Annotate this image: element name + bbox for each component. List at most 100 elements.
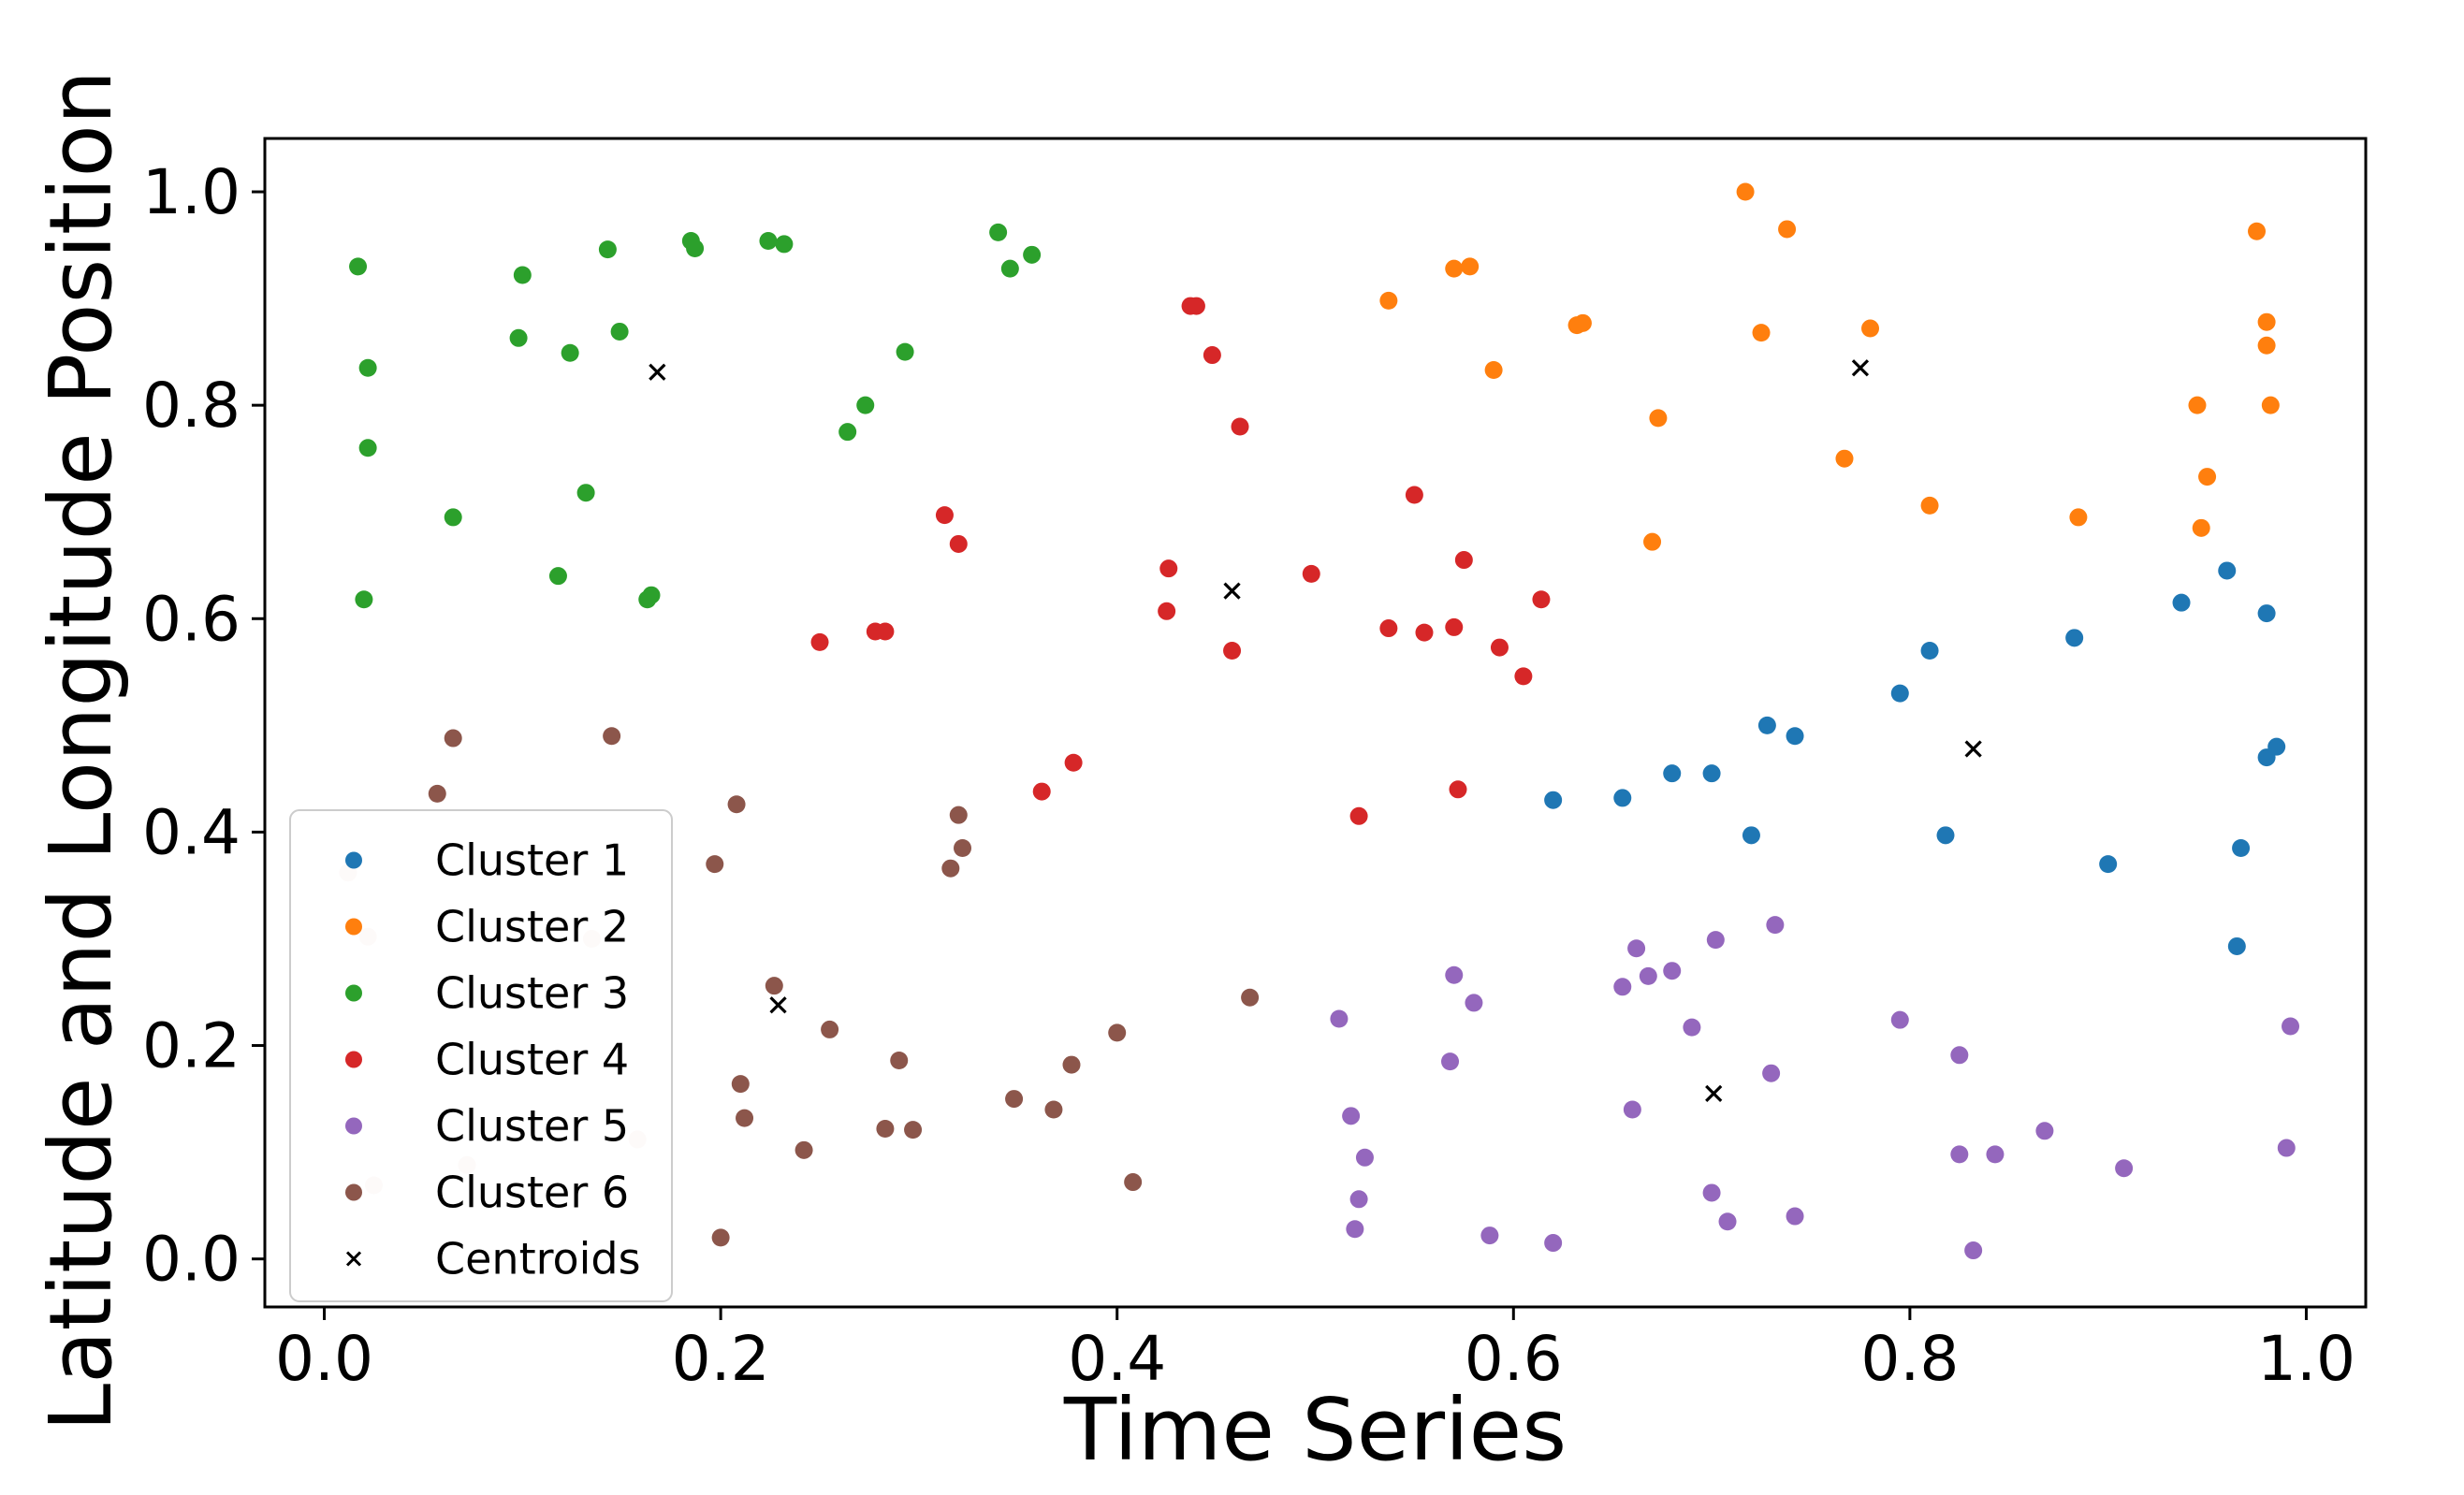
data-point xyxy=(1950,1145,1969,1164)
data-point xyxy=(1920,642,1939,660)
data-point xyxy=(1223,642,1242,660)
data-point xyxy=(1936,826,1955,845)
data-point xyxy=(1766,916,1785,935)
data-point xyxy=(1643,532,1662,551)
data-point xyxy=(1000,259,1019,278)
data-point xyxy=(610,322,629,341)
data-point xyxy=(1159,559,1178,578)
data-point xyxy=(2277,1139,2296,1157)
data-point xyxy=(1950,1046,1969,1065)
data-point xyxy=(904,1121,923,1139)
data-point xyxy=(1663,764,1682,783)
data-point xyxy=(1544,1234,1563,1253)
data-point xyxy=(1890,1010,1909,1029)
x-tick-label: 0.8 xyxy=(1860,1323,1959,1395)
data-point xyxy=(2192,518,2210,537)
data-point xyxy=(2282,1017,2300,1036)
data-point xyxy=(2035,1122,2054,1140)
x-tick-label: 0.0 xyxy=(275,1323,373,1395)
data-point xyxy=(759,232,778,251)
data-point xyxy=(736,1109,754,1127)
data-point xyxy=(1032,782,1051,801)
data-point xyxy=(355,590,373,609)
data-point xyxy=(513,266,532,284)
data-point xyxy=(1683,1018,1701,1037)
series-cluster-1 xyxy=(1544,561,2286,955)
data-point xyxy=(1342,1107,1361,1125)
data-point xyxy=(1158,602,1176,620)
data-point xyxy=(1649,409,1668,428)
data-point xyxy=(1461,257,1480,276)
legend-marker xyxy=(345,1051,362,1068)
x-tick-label: 0.2 xyxy=(672,1323,770,1395)
y-axis-title: Latitude and Longitude Position xyxy=(31,70,131,1431)
data-point xyxy=(706,855,724,874)
legend-marker xyxy=(345,1183,362,1201)
data-point xyxy=(1379,619,1398,638)
legend-marker xyxy=(345,918,362,936)
data-point xyxy=(1752,324,1771,342)
legend-label: Centroids xyxy=(435,1234,641,1285)
centroid-marker xyxy=(1705,1084,1723,1103)
data-point xyxy=(1349,1190,1368,1209)
data-point xyxy=(1532,590,1551,609)
data-point xyxy=(1231,417,1249,436)
data-point xyxy=(876,1120,895,1139)
data-point xyxy=(1108,1023,1127,1042)
data-point xyxy=(1964,1241,1983,1260)
data-point xyxy=(1187,297,1205,315)
data-point xyxy=(2257,604,2276,623)
legend-label: Cluster 1 xyxy=(435,835,629,886)
data-point xyxy=(1702,764,1721,783)
data-point xyxy=(2115,1159,2134,1178)
data-point xyxy=(821,1020,839,1038)
data-point xyxy=(941,859,960,878)
x-tick-label: 0.4 xyxy=(1068,1323,1166,1395)
x-tick-label: 1.0 xyxy=(2257,1323,2355,1395)
data-point xyxy=(1405,486,1423,504)
data-point xyxy=(1044,1100,1063,1119)
centroid-marker xyxy=(649,363,666,381)
data-point xyxy=(1623,1100,1641,1119)
data-point xyxy=(1786,1207,1804,1226)
data-point xyxy=(1454,551,1473,570)
data-point xyxy=(795,1140,813,1159)
data-point xyxy=(1742,826,1760,845)
data-point xyxy=(1484,361,1503,380)
data-point xyxy=(642,586,661,604)
data-point xyxy=(1835,449,1854,468)
data-point xyxy=(727,795,746,814)
data-point xyxy=(2099,855,2118,874)
data-point xyxy=(1702,1183,1721,1202)
data-point xyxy=(349,257,368,276)
data-point xyxy=(1480,1226,1499,1245)
data-point xyxy=(1736,182,1755,201)
data-point xyxy=(838,423,857,442)
data-point xyxy=(1762,1064,1781,1082)
data-point xyxy=(711,1228,730,1247)
legend-label: Cluster 2 xyxy=(435,902,629,952)
y-tick-label: 0.4 xyxy=(142,796,241,868)
data-point xyxy=(1005,1090,1024,1109)
data-point xyxy=(561,343,579,362)
data-point xyxy=(1449,780,1467,799)
y-tick-label: 0.0 xyxy=(142,1224,241,1296)
legend-marker xyxy=(345,1117,362,1135)
legend-box xyxy=(289,809,673,1302)
series-cluster-3 xyxy=(349,223,1042,609)
data-point xyxy=(2227,936,2246,955)
data-point xyxy=(1544,791,1563,809)
data-point xyxy=(1986,1145,2005,1164)
axes: 0.0 0.2 0.4 0.6 0.8 1.0 0.0 0.2 0.4 0.6 0.8 1.0 xyxy=(142,156,2355,1395)
data-point xyxy=(1573,313,1592,332)
data-point xyxy=(548,567,567,586)
data-point xyxy=(444,729,462,748)
data-point xyxy=(949,806,968,824)
data-point xyxy=(989,223,1008,241)
data-point xyxy=(1613,978,1632,996)
data-point xyxy=(1890,684,1909,703)
data-point xyxy=(1302,564,1320,583)
data-point xyxy=(1757,716,1776,734)
data-point xyxy=(949,534,968,553)
legend-label: Cluster 4 xyxy=(435,1035,629,1085)
